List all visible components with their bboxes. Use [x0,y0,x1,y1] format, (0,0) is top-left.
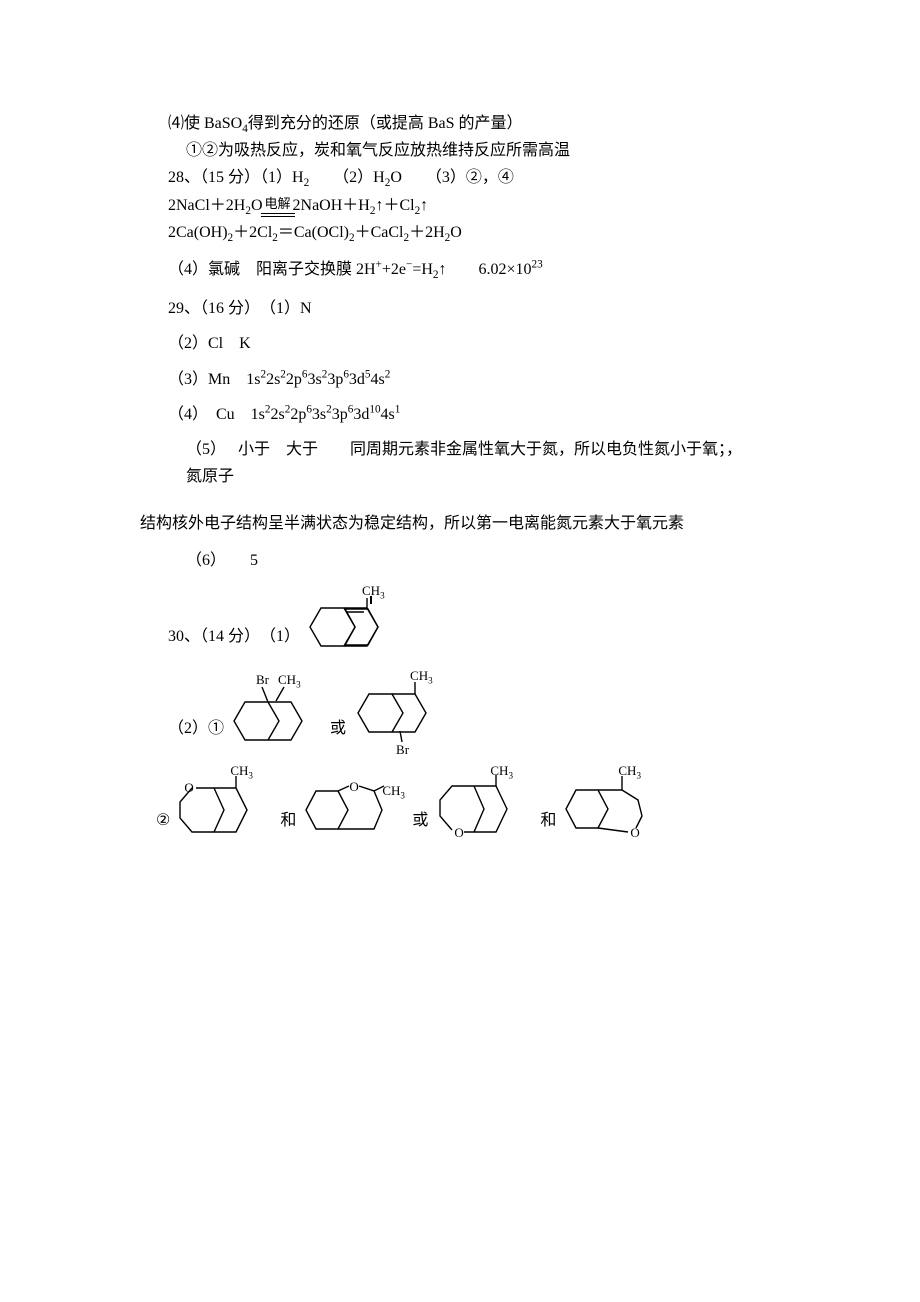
and-1: 和 [280,777,296,834]
o-label-1b: O [349,780,358,793]
decalin-icon-2 [304,584,396,664]
mol-br-top: Br CH3 [228,671,324,757]
mol-o2b-icon [562,764,666,848]
electrolysis-label: 电解 [263,193,293,215]
ch3-label-2a: CH3 [490,764,513,777]
q30-row3: ② CH3 O 和 O CH3 或 CH3 O [156,761,752,851]
ch3-label-1b: CH3 [382,784,405,797]
q28-head: 28、（15 分）（1）H2 （2）H2O （3）②，④ [168,164,752,191]
o-label-2b: O [630,826,639,839]
q28-eq1a: 2NaCl＋2H2O [168,197,263,214]
mol-o-2a: CH3 O [434,764,534,848]
and-2: 和 [540,777,556,834]
o-label-1a: O [184,781,193,794]
ch3-label-2b: CH3 [618,764,641,777]
q30-p2: （2）① [168,685,224,742]
br-label-a: Br [256,673,269,686]
mol-o-1b: O CH3 [302,764,406,848]
mol-br-bottom: CH3 Br [352,669,448,759]
q29-p6: （6） 5 [168,547,752,574]
ch3-label-b: CH3 [410,669,433,682]
q30-row2: （2）① Br CH3 或 CH3 Br [168,669,752,759]
mol-o2a-icon [434,764,534,848]
or-2: 或 [412,777,428,834]
q29-p3: （3）Mn 1s22s22p63s23p63d54s2 [168,366,752,393]
o-label-2a: O [454,826,463,839]
q28-eq1: 2NaCl＋2H2O电解2NaOH＋H2↑＋Cl2↑ [168,192,752,219]
br-label-b: Br [396,743,409,756]
mol-o1a-icon [174,764,274,848]
ch3-label-1a: CH3 [230,764,253,777]
ch3-label-a: CH3 [278,673,301,686]
q30-row1: 30、（14 分） （1） CH3 [168,581,752,667]
q28-eq1b: 2NaOH＋H2↑＋Cl2↑ [293,197,429,214]
q28-p4: （4）氯碱 阳离子交换膜 2H++2e−=H2↑ 6.02×1023 [168,256,752,283]
q27-p4: ⑷使 BaSO4得到充分的还原（或提高 BaS 的产量） [168,110,752,137]
q30-p2b: ② [156,777,170,834]
mol-o-1a: CH3 O [174,764,274,848]
q30-head: 30、（14 分） （1） [168,597,300,650]
or-1: 或 [330,685,346,742]
q29-p4: （4） Cu 1s22s22p63s23p63d104s1 [168,401,752,428]
q27-p4b: ①②为吸热反应，炭和氧气反应放热维持反应所需高温 [168,137,752,164]
q29-p5b: 结构核外电子结构呈半满状态为稳定结构，所以第一电离能氮元素大于氧元素 [140,510,752,537]
q28-eq2: 2Ca(OH)2＋2Cl2＝Ca(OCl)2＋CaCl2＋2H2O [168,219,752,246]
mol-o1b-icon [302,764,406,848]
mol-a-icon [228,671,324,757]
q29-p5a: （5） 小于 大于 同周期元素非金属性氧大于氮，所以电负性氮小于氧；，氮原子 [168,436,752,490]
q29-head: 29、（16 分） （1）N [168,295,752,322]
mol-decalin-ch3: CH3 [304,584,396,664]
mol-o-2b: CH3 O [562,764,666,848]
q29-p2: （2）Cl K [168,330,752,357]
